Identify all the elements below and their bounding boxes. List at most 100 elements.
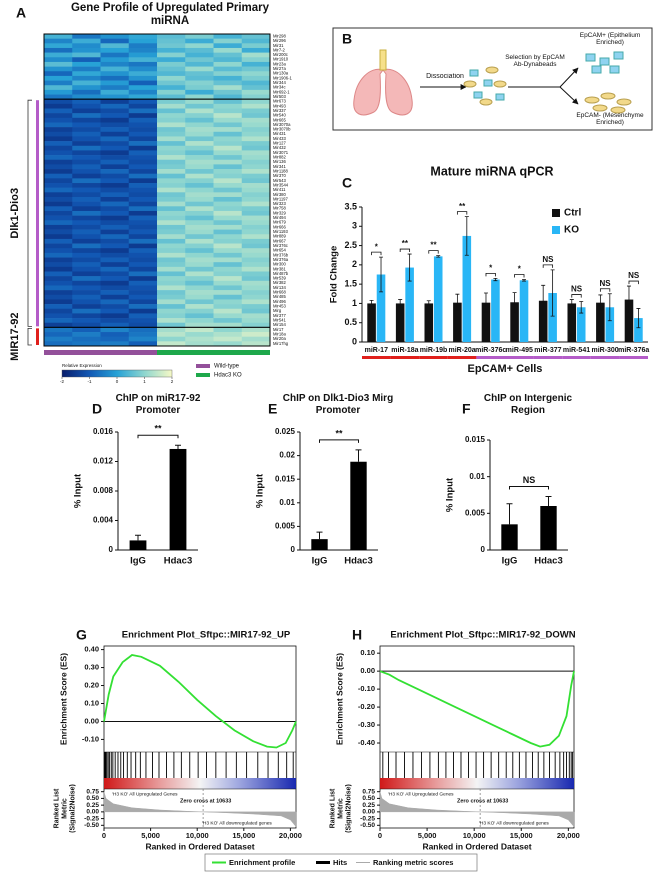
heat-cell bbox=[128, 304, 158, 310]
heat-cell bbox=[44, 122, 73, 128]
heat-cell bbox=[213, 285, 243, 291]
heat-cell bbox=[213, 145, 243, 151]
heat-cell bbox=[213, 71, 243, 77]
error-bar bbox=[483, 292, 488, 313]
cluster-label: MIR17-92 bbox=[9, 313, 21, 361]
heat-cell bbox=[157, 308, 186, 314]
heat-cell bbox=[185, 71, 214, 77]
chart-title: ChIP on miR17-92 Promoter bbox=[115, 393, 201, 416]
heat-cell bbox=[213, 271, 243, 277]
y-tick-label: 1.5 bbox=[344, 279, 357, 289]
annotation: Zero cross at 10633 bbox=[457, 798, 508, 804]
bar bbox=[462, 235, 472, 342]
y-axis-label: Fold Change bbox=[329, 246, 340, 304]
heat-cell bbox=[44, 34, 73, 39]
heat-cell bbox=[100, 252, 130, 258]
heat-cell bbox=[44, 257, 73, 263]
y-tick-label: 0.25 bbox=[86, 802, 99, 809]
heat-cell bbox=[100, 332, 130, 337]
diagram-outcome-box: EpCAM+ (Epithelium Enriched) bbox=[580, 32, 641, 46]
row-label: Mir494 bbox=[273, 215, 286, 220]
bar bbox=[596, 302, 605, 342]
y-tick-label: 0 bbox=[481, 545, 486, 554]
heat-cell bbox=[157, 178, 186, 184]
heat-cell bbox=[128, 285, 158, 291]
heat-cell bbox=[157, 215, 186, 221]
error-bar bbox=[175, 444, 181, 449]
error-bar bbox=[316, 531, 323, 540]
heat-cell bbox=[128, 262, 158, 268]
row-label: Mir381 bbox=[273, 266, 286, 271]
heat-cell bbox=[128, 210, 158, 216]
heat-cell bbox=[157, 238, 186, 244]
y-axis-label: Enrichment Score (ES) bbox=[334, 653, 344, 745]
heat-cell bbox=[128, 141, 158, 147]
heat-cell bbox=[72, 103, 101, 109]
heat-cell bbox=[44, 318, 73, 324]
chart-title: ChIP on Dlk1-Dio3 Mirg Promoter bbox=[282, 393, 394, 416]
heat-cell bbox=[213, 75, 243, 81]
heat-cell bbox=[157, 47, 186, 53]
row-label: Mir134 bbox=[273, 285, 286, 290]
annotation: 'H3 KO' All downregulated genes bbox=[202, 820, 272, 826]
heat-cell bbox=[44, 66, 73, 72]
heat-cell bbox=[72, 248, 101, 254]
row-label: Mir344 bbox=[273, 80, 286, 85]
heat-cell bbox=[185, 327, 214, 333]
heat-cell bbox=[128, 94, 158, 100]
heat-cell bbox=[241, 196, 271, 202]
row-label: Mir1906-1 bbox=[273, 75, 293, 80]
heat-cell bbox=[241, 299, 271, 305]
heat-cell bbox=[213, 61, 243, 67]
significance-label: * bbox=[489, 263, 493, 272]
heat-cell bbox=[100, 336, 130, 342]
error-bar bbox=[436, 255, 441, 258]
heat-cell bbox=[44, 99, 73, 105]
heat-cell bbox=[185, 131, 214, 137]
heat-cell bbox=[241, 290, 271, 296]
heat-cell bbox=[72, 131, 101, 137]
legend-label: Wild-type bbox=[214, 364, 240, 370]
heat-cell bbox=[213, 117, 243, 123]
heat-cell bbox=[128, 155, 158, 161]
heat-cell bbox=[128, 252, 158, 258]
heat-cell bbox=[185, 85, 214, 91]
heat-cell bbox=[157, 117, 186, 123]
y-tick-label: 0.30 bbox=[84, 663, 99, 672]
heat-cell bbox=[100, 94, 130, 100]
heat-cell bbox=[72, 117, 101, 123]
heat-cell bbox=[72, 145, 101, 151]
error-bar bbox=[569, 299, 574, 308]
heat-cell bbox=[185, 224, 214, 230]
category-underline bbox=[533, 356, 563, 359]
heat-cell bbox=[157, 43, 186, 49]
heat-cell bbox=[100, 57, 130, 63]
chart-title: Mature miRNA qPCR bbox=[430, 164, 553, 178]
heat-cell bbox=[128, 234, 158, 240]
heat-cell bbox=[213, 108, 243, 114]
significance-bracket bbox=[509, 485, 549, 490]
significance-bracket bbox=[485, 272, 496, 277]
heat-cell bbox=[128, 122, 158, 128]
heat-cell bbox=[157, 280, 186, 286]
heat-cell bbox=[72, 336, 101, 342]
heat-cell bbox=[44, 43, 73, 49]
heat-cell bbox=[241, 89, 271, 95]
heat-cell bbox=[128, 66, 158, 72]
y-tick-label: 0.01 bbox=[279, 498, 295, 507]
heat-cell bbox=[213, 85, 243, 91]
x-tick-label: IgG bbox=[502, 556, 518, 567]
y-tick-label: 0 bbox=[291, 545, 296, 554]
heat-cell bbox=[157, 71, 186, 77]
arrow bbox=[559, 86, 579, 105]
heat-cell bbox=[100, 285, 130, 291]
row-label: Mir543 bbox=[273, 178, 286, 183]
heat-cell bbox=[44, 164, 73, 170]
heat-cell bbox=[157, 52, 186, 58]
metric-area bbox=[103, 791, 297, 828]
cluster-bracket bbox=[27, 327, 32, 346]
heat-cell bbox=[241, 57, 271, 63]
error-bar bbox=[545, 495, 552, 506]
heat-cell bbox=[44, 192, 73, 198]
heat-cell bbox=[157, 252, 186, 258]
